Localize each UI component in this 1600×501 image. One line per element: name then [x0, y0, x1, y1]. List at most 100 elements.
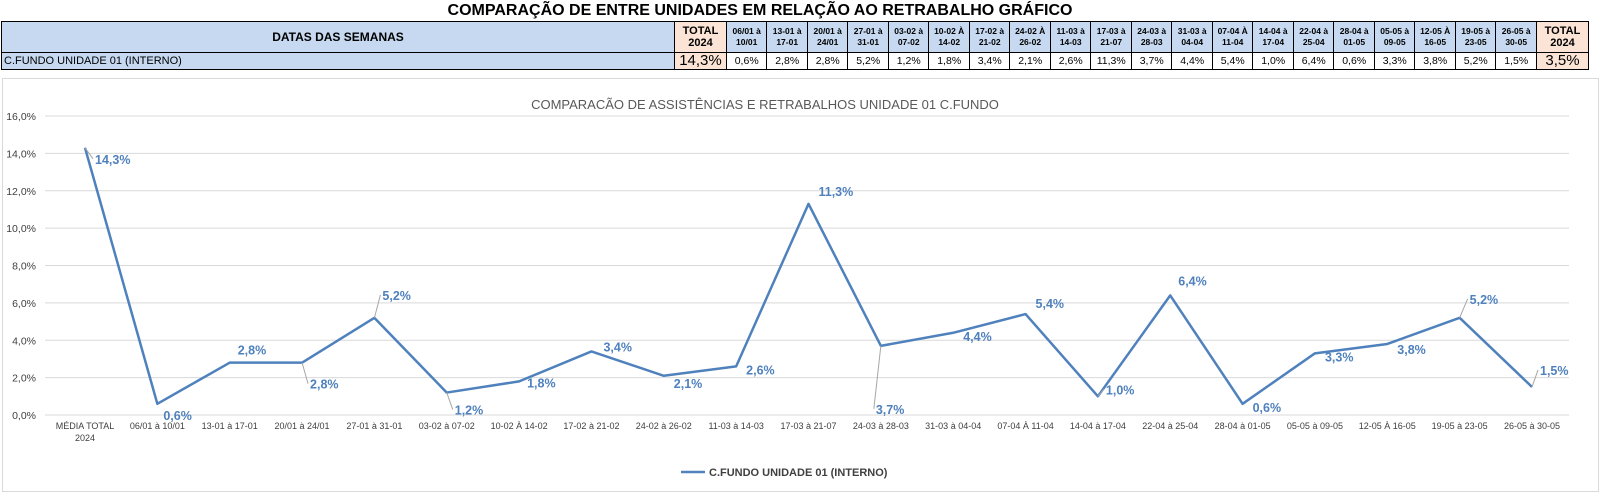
week-value: 3,4%	[968, 52, 1011, 70]
week-value: 3,8%	[1414, 52, 1456, 70]
week-header: 27-01 à 31-01	[847, 21, 889, 53]
week-value: 5,2%	[847, 52, 889, 70]
y-tick-label: 4,0%	[12, 335, 36, 347]
data-label: 2,8%	[310, 378, 339, 392]
x-tick-label: 07-04 À 11-04	[997, 421, 1053, 431]
x-tick-label: 19-05 à 23-05	[1432, 421, 1488, 431]
week-header-line2: 28-03	[1140, 37, 1163, 47]
week-header-line1: 17-02 à	[975, 26, 1005, 36]
data-label: 0,6%	[1253, 401, 1282, 415]
data-label-leader	[1459, 298, 1469, 319]
page-title: COMPARAÇÃO DE ENTRE UNIDADES EM RELAÇÃO …	[447, 2, 1073, 19]
total-header-right-line1: TOTAL	[1544, 25, 1581, 37]
week-value: 11,3%	[1090, 52, 1132, 70]
data-label: 5,4%	[1036, 297, 1065, 311]
week-header-line2: 24/01	[817, 37, 839, 47]
week-value: 5,2%	[1454, 52, 1497, 70]
week-value: 0,6%	[1333, 52, 1375, 70]
week-header-line2: 26-02	[1019, 37, 1042, 47]
data-label-leader	[301, 362, 309, 384]
data-label: 3,3%	[1325, 350, 1354, 364]
total-header-right-line2: 2024	[1550, 37, 1575, 49]
x-tick-label: MÉDIA TOTAL 2024	[56, 421, 115, 443]
data-label: 0,6%	[163, 409, 192, 423]
week-value: 2,8%	[806, 52, 849, 70]
y-tick-label: 2,0%	[12, 373, 36, 385]
week-header-line2: 31-01	[857, 37, 880, 47]
line-chart: COMPARACÃO DE ASSISTÊNCIAS E RETRABALHOS…	[6, 97, 1569, 479]
data-label: 6,4%	[1178, 274, 1207, 288]
total-header-left-line2: 2024	[688, 37, 713, 49]
total-header-left-line1: TOTAL	[682, 25, 719, 37]
x-tick-label: 14-04 à 17-04	[1070, 421, 1126, 431]
data-label: 4,4%	[963, 330, 992, 344]
week-header: 22-04 à 25-04	[1292, 21, 1335, 53]
week-header-line1: 20/01 à	[813, 26, 842, 36]
x-tick-label: 10-02 À 14-02	[491, 421, 548, 431]
week-header-line1: 24-02 À	[1015, 26, 1046, 36]
total-value-right: 3,5%	[1535, 52, 1590, 70]
x-tick-label: 24-02 à 26-02	[636, 421, 692, 431]
week-header: 17-03 à 21-07	[1090, 21, 1132, 53]
x-tick-label: 13-01 à 17-01	[202, 421, 258, 431]
week-header: 12-05 À 16-05	[1414, 21, 1456, 53]
week-header-line2: 01-05	[1343, 37, 1366, 47]
x-tick-label: 26-05 à 30-05	[1504, 421, 1560, 431]
week-header-line1: 11-03 à	[1056, 26, 1085, 36]
y-tick-label: 14,0%	[6, 148, 36, 160]
data-label: 5,2%	[382, 289, 411, 303]
x-tick-label: 31-03 à 04-04	[925, 421, 981, 431]
total-header-left: TOTAL 2024	[674, 21, 727, 53]
data-label-leader	[84, 147, 94, 160]
week-header-line1: 14-04 à	[1258, 26, 1288, 36]
week-value: 2,8%	[766, 52, 808, 70]
data-label: 2,8%	[238, 344, 267, 358]
chart-legend: C.FUNDO UNIDADE 01 (INTERNO)	[681, 467, 888, 479]
y-tick-label: 10,0%	[6, 223, 36, 235]
week-header-line1: 12-05 À	[1420, 26, 1451, 36]
week-header-line1: 05-05 à	[1380, 26, 1410, 36]
series-line	[83, 147, 1533, 406]
y-tick-label: 6,0%	[12, 298, 36, 310]
week-header-line2: 21-02	[978, 37, 1001, 47]
week-header-line1: 19-05 à	[1461, 26, 1491, 36]
week-header: 11-03 à 14-03	[1049, 21, 1092, 53]
week-header-line2: 17-01	[776, 37, 799, 47]
data-label: 1,5%	[1540, 364, 1569, 378]
x-tick-label: 27-01 à 31-01	[346, 421, 402, 431]
week-header-line2: 07-02	[897, 37, 920, 47]
weekly-table: DATAS DAS SEMANAS TOTAL 2024 06/01 à 10/01 1…	[0, 21, 1590, 70]
chart-title: COMPARACÃO DE ASSISTÊNCIAS E RETRABALHOS…	[531, 97, 999, 112]
week-header-line1: 10-02 À	[934, 26, 965, 36]
data-label: 1,2%	[455, 404, 484, 418]
x-tick-label: 11-03 à 14-03	[708, 421, 763, 431]
y-tick-label: 0,0%	[12, 410, 36, 422]
week-value: 1,5%	[1495, 52, 1537, 70]
x-tick-label: 05-05 à 09-05	[1287, 421, 1343, 431]
x-tick-label: 17-02 à 21-02	[563, 421, 619, 431]
week-header-line1: 07-04 À	[1217, 26, 1248, 36]
total-header-right: TOTAL 2024	[1535, 21, 1590, 53]
y-tick-label: 8,0%	[12, 261, 36, 273]
x-tick-label: 03-02 à 07-02	[419, 421, 475, 431]
data-label-leader	[1097, 388, 1105, 397]
legend-label: C.FUNDO UNIDADE 01 (INTERNO)	[709, 467, 888, 479]
week-value: 1,8%	[928, 52, 970, 70]
data-label: 2,1%	[674, 377, 703, 391]
week-header: 05-05 à 09-05	[1373, 21, 1416, 53]
x-tick-label: 06/01 à 10/01	[130, 421, 185, 431]
week-header-line1: 17-03 à	[1096, 26, 1126, 36]
data-label-leader	[373, 294, 381, 318]
week-header-line1: 24-03 à	[1137, 26, 1167, 36]
data-label: 3,7%	[876, 403, 905, 417]
week-header: 28-04 à 01-05	[1333, 21, 1375, 53]
week-header: 06/01 à 10/01	[725, 21, 768, 53]
week-header-line2: 25-04	[1302, 37, 1325, 47]
week-header: 10-02 À 14-02	[928, 21, 970, 53]
x-tick-label: 17-03 à 21-07	[780, 421, 836, 431]
week-header-line2: 30-05	[1505, 37, 1528, 47]
week-header: 26-05 à 30-05	[1495, 21, 1537, 53]
week-value: 4,4%	[1171, 52, 1213, 70]
data-label-leader	[446, 392, 454, 410]
week-header-line2: 04-04	[1181, 37, 1204, 47]
